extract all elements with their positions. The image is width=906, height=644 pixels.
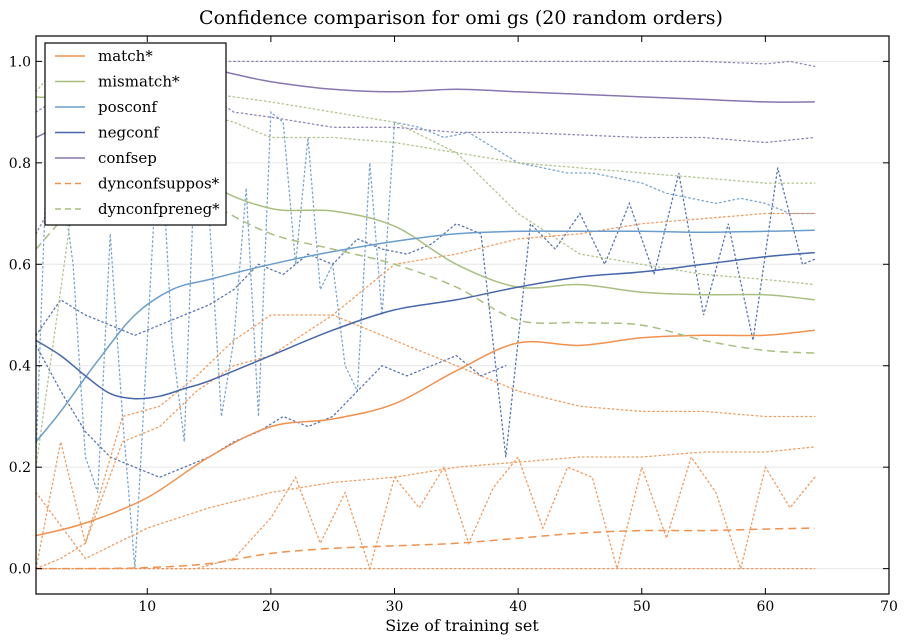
y-tick-label: 0.8 bbox=[9, 156, 31, 172]
legend-label: confsep bbox=[98, 149, 157, 167]
legend-label: negconf bbox=[98, 124, 160, 142]
run-line-5 bbox=[35, 167, 816, 458]
series-negconf-line bbox=[35, 251, 815, 400]
x-axis-label: Size of training set bbox=[385, 616, 539, 635]
plot-frame bbox=[35, 35, 890, 595]
y-tick-label: 1.0 bbox=[9, 54, 31, 70]
x-tick-label: 60 bbox=[756, 599, 774, 615]
x-axis: 10 20 30 40 50 60 70 bbox=[138, 36, 898, 615]
run-line-9 bbox=[35, 212, 816, 570]
x-tick-label: 50 bbox=[633, 599, 651, 615]
run-line-3 bbox=[35, 110, 396, 569]
run-line-1 bbox=[35, 60, 816, 113]
x-tick-label: 40 bbox=[509, 599, 527, 615]
series-dynconfsuppos-line bbox=[35, 527, 815, 570]
y-tick-label: 0.0 bbox=[9, 562, 31, 578]
legend-label: posconf bbox=[98, 98, 158, 116]
run-line-4 bbox=[393, 121, 816, 215]
y-tick-label: 0.6 bbox=[9, 257, 31, 273]
y-tick-label: 0.2 bbox=[9, 460, 31, 476]
x-tick-label: 30 bbox=[386, 599, 404, 615]
legend-box bbox=[44, 42, 227, 226]
legend-label: dynconfpreneg* bbox=[98, 200, 220, 218]
legend-label: mismatch* bbox=[98, 73, 180, 91]
chart-title: Confidence comparison for omi gs (20 ran… bbox=[199, 7, 723, 29]
x-tick-label: 10 bbox=[138, 599, 156, 615]
y-tick-label: 0.4 bbox=[9, 359, 31, 375]
y-axis: 0.0 0.2 0.4 0.6 0.8 1.0 bbox=[9, 54, 889, 578]
run-line-11 bbox=[35, 455, 816, 571]
run-line-10 bbox=[35, 314, 816, 570]
series-posconf-line bbox=[35, 229, 815, 443]
series-match-line bbox=[35, 329, 815, 537]
x-tick-label: 70 bbox=[880, 599, 898, 615]
legend-label: dynconfsuppos* bbox=[98, 175, 220, 193]
run-line-13 bbox=[35, 446, 816, 560]
series-dynconfpreneg-line bbox=[35, 172, 815, 354]
run-line-6 bbox=[35, 344, 507, 479]
legend-label: match* bbox=[98, 47, 153, 65]
legend: match* mismatch* posconf negconf confsep dync… bbox=[44, 42, 227, 226]
x-tick-label: 20 bbox=[262, 599, 280, 615]
